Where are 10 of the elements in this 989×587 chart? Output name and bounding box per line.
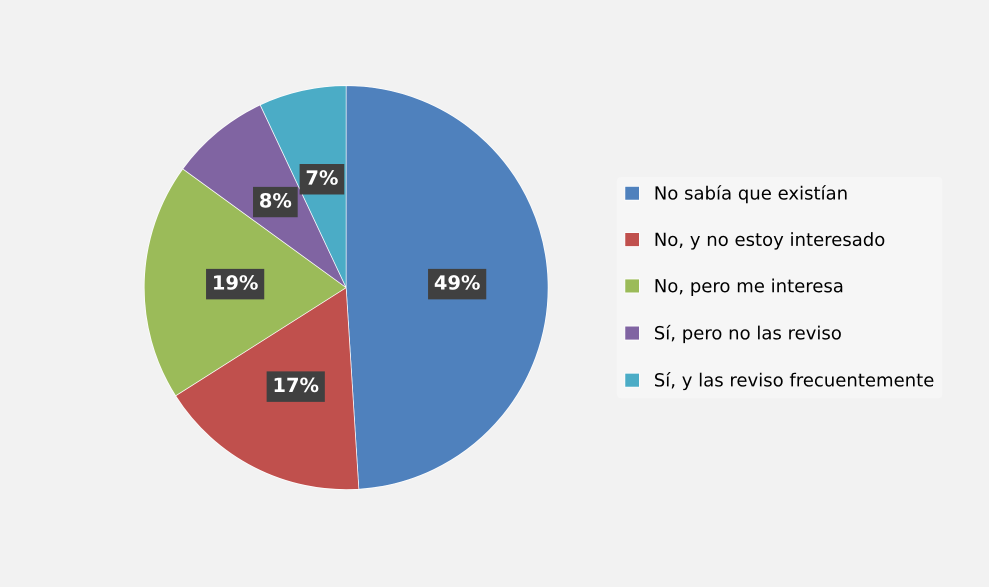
data-label: 49%	[434, 275, 480, 290]
data-label: 17%	[274, 378, 318, 392]
data-label: 8%	[260, 192, 292, 208]
legend-label: No, y no estoy interesado	[656, 232, 884, 250]
legend-label: Sí, pero no las reviso	[654, 324, 841, 344]
legend-label: No sabía que existían	[656, 185, 847, 204]
data-label: 7%	[306, 170, 338, 185]
legend-label: Sí, y las reviso frecuentemente	[654, 372, 934, 390]
legend-label: No, pero me interesa	[656, 278, 842, 296]
data-label: 19%	[214, 275, 258, 290]
